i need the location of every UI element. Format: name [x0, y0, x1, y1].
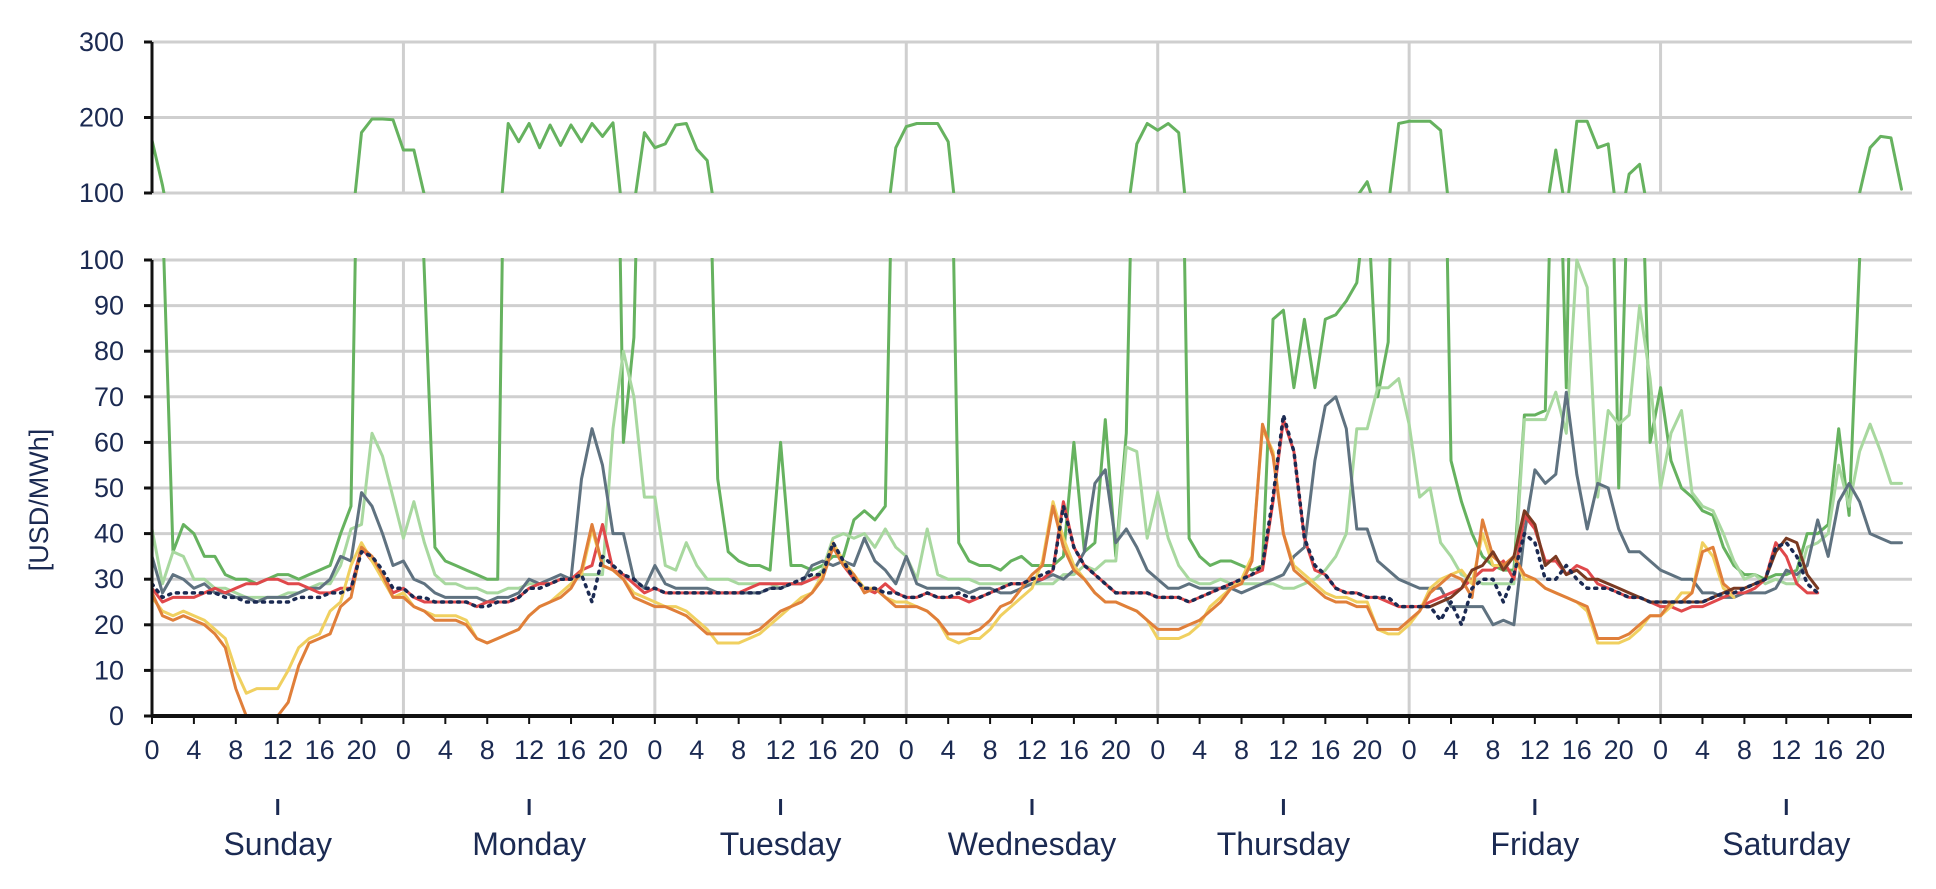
x-tick-label: 16 [807, 735, 837, 765]
y-tick-label: 10 [94, 655, 124, 685]
day-label: Wednesday [948, 826, 1116, 862]
y-tick-label: 100 [79, 245, 124, 275]
x-tick-label: 8 [731, 735, 746, 765]
series-line-1-upper [152, 117, 1903, 193]
day-label: Thursday [1217, 826, 1350, 862]
x-tick-label: 20 [598, 735, 628, 765]
x-tick-label: 0 [899, 735, 914, 765]
y-tick-label: 300 [79, 27, 124, 57]
series-line-1 [162, 258, 1862, 586]
y-tick-label: 80 [94, 336, 124, 366]
day-label: Tuesday [720, 826, 842, 862]
x-tick-label: 8 [1737, 735, 1752, 765]
x-tick-label: 4 [941, 735, 956, 765]
y-tick-label: 90 [94, 291, 124, 321]
y-tick-label: 60 [94, 427, 124, 457]
x-tick-label: 16 [1310, 735, 1340, 765]
x-tick-label: 4 [1695, 735, 1710, 765]
x-tick-label: 20 [1855, 735, 1885, 765]
x-tick-label: 12 [1520, 735, 1550, 765]
x-tick-label: 12 [263, 735, 293, 765]
x-tick-label: 4 [438, 735, 453, 765]
series-line-2 [152, 258, 1903, 599]
x-tick-label: 0 [1653, 735, 1668, 765]
series-line-6 [152, 422, 1736, 718]
x-tick-label: 12 [766, 735, 796, 765]
x-tick-label: 8 [983, 735, 998, 765]
x-tick-label: 4 [1444, 735, 1459, 765]
x-tick-label: 16 [1813, 735, 1843, 765]
x-tick-label: 8 [480, 735, 495, 765]
x-tick-label: 8 [1485, 735, 1500, 765]
x-tick-label: 20 [849, 735, 879, 765]
x-tick-label: 20 [1101, 735, 1131, 765]
x-tick-label: 8 [1234, 735, 1249, 765]
series-line-3 [152, 390, 1903, 627]
x-tick-label: 8 [228, 735, 243, 765]
x-tick-label: 12 [1771, 735, 1801, 765]
day-label: Sunday [223, 826, 332, 862]
x-tick-label: 0 [144, 735, 159, 765]
x-tick-label: 12 [514, 735, 544, 765]
y-tick-label: 0 [109, 701, 124, 731]
y-tick-label: 70 [94, 382, 124, 412]
x-tick-label: 16 [1059, 735, 1089, 765]
series-line-8 [152, 413, 1820, 627]
y-tick-label: 100 [79, 178, 124, 208]
x-tick-label: 16 [305, 735, 335, 765]
x-tick-label: 0 [1402, 735, 1417, 765]
day-label: Friday [1490, 826, 1579, 862]
y-tick-label: 30 [94, 564, 124, 594]
x-tick-label: 16 [1562, 735, 1592, 765]
x-tick-label: 0 [647, 735, 662, 765]
day-label: Saturday [1722, 826, 1850, 862]
x-tick-label: 20 [347, 735, 377, 765]
x-tick-label: 20 [1604, 735, 1634, 765]
x-tick-label: 12 [1268, 735, 1298, 765]
x-tick-label: 0 [396, 735, 411, 765]
y-tick-label: 20 [94, 610, 124, 640]
x-tick-label: 16 [556, 735, 586, 765]
x-tick-label: 4 [186, 735, 201, 765]
x-tick-label: 4 [689, 735, 704, 765]
x-tick-label: 20 [1352, 735, 1382, 765]
x-tick-label: 12 [1017, 735, 1047, 765]
day-label: Monday [472, 826, 586, 862]
y-tick-label: 200 [79, 103, 124, 133]
x-tick-label: 4 [1192, 735, 1207, 765]
x-tick-label: 0 [1150, 735, 1165, 765]
y-tick-label: 50 [94, 473, 124, 503]
y-axis-label: [USD/MWh] [24, 429, 54, 572]
y-tick-label: 40 [94, 519, 124, 549]
